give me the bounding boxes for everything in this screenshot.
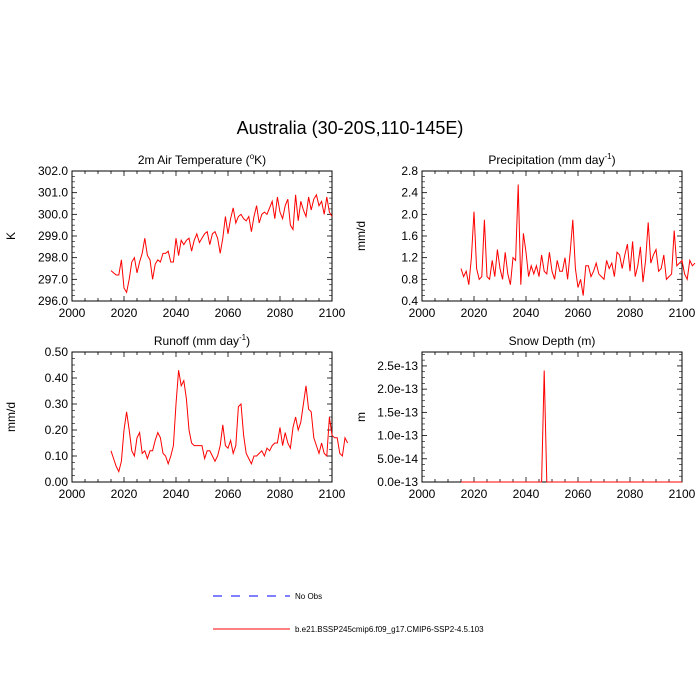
precipitation-xtick-label: 2040 xyxy=(513,306,540,320)
snow-depth-title: Snow Depth (m) xyxy=(509,334,596,348)
air-temperature-ylabel: K xyxy=(4,232,18,240)
runoff-ytick-label: 0.10 xyxy=(45,449,69,463)
air-temperature-ytick-label: 298.0 xyxy=(38,251,68,265)
air-temperature-ytick-label: 302.0 xyxy=(38,164,68,178)
panel-air-temperature: 2m Air Temperature (oK) K 2000 2020 2040 2060… xyxy=(4,152,346,320)
precipitation-xtick-label: 2060 xyxy=(565,306,592,320)
runoff-ytick-label: 0.00 xyxy=(45,475,69,489)
legend-label-model: b.e21.BSSP245cmip6.f09_g17.CMIP6-SSP2-4.… xyxy=(295,625,484,634)
panel-precipitation: Precipitation (mm day-1) mm/d 2000 2020 2040… xyxy=(354,152,696,320)
runoff-xtick-label: 2020 xyxy=(111,487,138,501)
runoff-title-suffix: ) xyxy=(246,334,250,348)
air-temperature-title-suffix: K) xyxy=(254,153,266,167)
snow-depth-series-line xyxy=(461,370,682,483)
runoff-series-line xyxy=(110,370,349,474)
precipitation-xtick-label: 2080 xyxy=(617,306,644,320)
precipitation-xtick-label: 2100 xyxy=(669,306,696,320)
panel-runoff: Runoff (mm day-1) mm/d 2000 2020 2040 2060 208… xyxy=(4,333,349,501)
air-temperature-series-line xyxy=(110,193,333,294)
snow-depth-xtick-label: 2000 xyxy=(409,487,436,501)
precipitation-ylabel: mm/d xyxy=(354,221,368,251)
legend-label-no-obs: No Obs xyxy=(295,592,322,601)
snow-depth-ylabel: m xyxy=(354,412,368,422)
air-temperature-ytick-label: 296.0 xyxy=(38,294,68,308)
air-temperature-xtick-label: 2040 xyxy=(163,306,190,320)
precipitation-title: Precipitation (mm day-1) xyxy=(488,152,615,167)
snow-depth-ytick-label: 5.0e-14 xyxy=(377,452,418,466)
precipitation-title-text: Precipitation (mm day xyxy=(488,153,604,167)
precipitation-xtick-label: 2000 xyxy=(409,306,436,320)
precipitation-ytick-label: 2.8 xyxy=(401,164,418,178)
figure-title: Australia (30-20S,110-145E) xyxy=(237,118,464,138)
snow-depth-xtick-label: 2060 xyxy=(565,487,592,501)
snow-depth-ytick-label: 1.5e-13 xyxy=(377,405,418,419)
snow-depth-xtick-label: 2100 xyxy=(669,487,696,501)
snow-depth-title-text: Snow Depth (m) xyxy=(509,334,596,348)
chart-panels: 2m Air Temperature (oK) K 2000 2020 2040 2060… xyxy=(4,152,696,501)
snow-depth-ytick-label: 2.5e-13 xyxy=(377,359,418,373)
air-temperature-xtick-label: 2060 xyxy=(215,306,242,320)
runoff-title-text: Runoff (mm day xyxy=(154,334,239,348)
precipitation-ytick-label: 1.2 xyxy=(401,251,418,265)
precipitation-title-suffix: ) xyxy=(612,153,616,167)
runoff-xtick-label: 2080 xyxy=(267,487,294,501)
legend: No Obs b.e21.BSSP245cmip6.f09_g17.CMIP6-… xyxy=(213,592,484,634)
snow-depth-xtick-label: 2020 xyxy=(461,487,488,501)
snow-depth-xtick-label: 2040 xyxy=(513,487,540,501)
precipitation-ytick-label: 0.8 xyxy=(401,272,418,286)
snow-depth-ytick-label: 1.0e-13 xyxy=(377,429,418,443)
runoff-ytick-label: 0.50 xyxy=(45,345,69,359)
air-temperature-ytick-label: 297.0 xyxy=(38,272,68,286)
runoff-title: Runoff (mm day-1) xyxy=(154,333,250,348)
snow-depth-xtick-label: 2080 xyxy=(617,487,644,501)
precipitation-series-line xyxy=(460,184,696,296)
air-temperature-xtick-label: 2080 xyxy=(267,306,294,320)
runoff-xtick-label: 2000 xyxy=(59,487,86,501)
runoff-title-superscript: -1 xyxy=(239,333,247,342)
runoff-xtick-label: 2060 xyxy=(215,487,242,501)
runoff-xtick-label: 2100 xyxy=(319,487,346,501)
precipitation-ytick-label: 1.6 xyxy=(401,229,418,243)
snow-depth-ytick-label: 2.0e-13 xyxy=(377,382,418,396)
air-temperature-title-text: 2m Air Temperature ( xyxy=(138,153,250,167)
air-temperature-title: 2m Air Temperature (oK) xyxy=(138,152,266,167)
runoff-ylabel: mm/d xyxy=(4,402,18,432)
snow-depth-ytick-label: 0.0e-13 xyxy=(377,475,418,489)
precipitation-ytick-label: 2.0 xyxy=(401,207,418,221)
air-temperature-xtick-label: 2000 xyxy=(59,306,86,320)
runoff-ytick-label: 0.40 xyxy=(45,371,69,385)
panel-snow-depth: Snow Depth (m) m 2000 2020 2040 2060 2080 2100 0… xyxy=(354,334,696,501)
precipitation-xtick-label: 2020 xyxy=(461,306,488,320)
air-temperature-ytick-label: 299.0 xyxy=(38,229,68,243)
precipitation-ytick-label: 2.4 xyxy=(401,186,418,200)
precipitation-ytick-label: 0.4 xyxy=(401,294,418,308)
air-temperature-ytick-label: 301.0 xyxy=(38,186,68,200)
runoff-ytick-label: 0.30 xyxy=(45,397,69,411)
air-temperature-xtick-label: 2020 xyxy=(111,306,138,320)
air-temperature-xtick-label: 2100 xyxy=(319,306,346,320)
precipitation-title-superscript: -1 xyxy=(604,152,612,161)
air-temperature-ytick-label: 300.0 xyxy=(38,207,68,221)
air-temperature-title-superscript: o xyxy=(250,152,255,161)
runoff-xtick-label: 2040 xyxy=(163,487,190,501)
runoff-ytick-label: 0.20 xyxy=(45,423,69,437)
